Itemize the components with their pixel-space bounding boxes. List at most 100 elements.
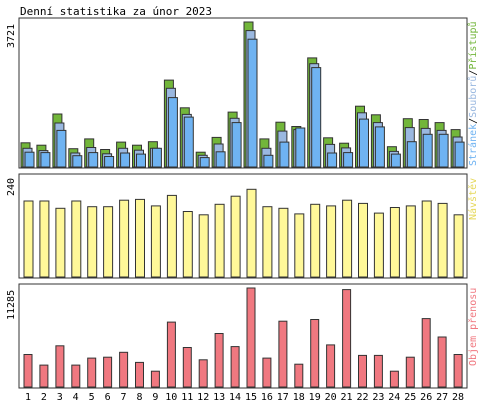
x-tick-label: 20 (325, 392, 337, 403)
x-tick-label: 16 (261, 392, 273, 403)
bar-stranek (40, 152, 51, 168)
bar-stranek (374, 126, 385, 168)
bar-navstev (294, 213, 305, 278)
chart-title: Denní statistika za únor 2023 (20, 5, 212, 18)
bar-stranek (199, 157, 210, 168)
bar-objem (453, 354, 463, 388)
legend-stranek: Stránek (467, 124, 479, 166)
bar-stranek (279, 141, 290, 168)
hits-legend: Stránek/Souborů/Přístupů (467, 21, 479, 166)
hits-axis-max: 3721 (6, 24, 17, 48)
bar-objem (55, 345, 65, 388)
bar-objem (358, 354, 367, 388)
bar-stranek (263, 154, 274, 168)
bar-stranek (88, 152, 99, 168)
bar-objem (278, 320, 288, 388)
bar-navstev (373, 212, 384, 278)
bar-objem (437, 336, 447, 388)
legend-souboru: Souborů (467, 76, 479, 118)
bar-navstev (71, 200, 82, 278)
bar-objem (326, 344, 336, 388)
bar-navstev (453, 214, 464, 278)
bar-navstev (326, 205, 337, 278)
bar-objem (405, 356, 415, 388)
bar-stranek (136, 153, 146, 168)
x-tick-label: 27 (436, 392, 448, 403)
bar-objem (182, 347, 192, 388)
bar-objem (294, 363, 304, 388)
x-tick-label: 15 (245, 392, 257, 403)
x-tick-label: 13 (213, 392, 225, 403)
x-tick-label: 1 (25, 392, 31, 403)
bar-stranek (215, 151, 226, 168)
bar-stranek (327, 152, 338, 168)
bar-objem (23, 354, 33, 388)
bar-stranek (390, 153, 401, 168)
x-tick-label: 25 (404, 392, 416, 403)
bar-stranek (56, 129, 67, 168)
bar-objem (166, 321, 176, 388)
bar-navstev (135, 198, 145, 278)
bar-stranek (359, 118, 369, 168)
bar-objem (389, 370, 399, 388)
x-tick-label: 6 (105, 392, 111, 403)
bar-stranek (295, 127, 306, 168)
bar-navstev (262, 206, 273, 278)
x-tick-label: 10 (165, 392, 177, 403)
bar-navstev (103, 206, 114, 278)
x-tick-label: 7 (120, 392, 126, 403)
bar-stranek (24, 151, 35, 168)
x-tick-label: 14 (229, 392, 241, 403)
bar-stranek (72, 155, 83, 168)
x-tick-label: 19 (309, 392, 321, 403)
x-tick-label: 11 (181, 392, 193, 403)
bar-stranek (343, 152, 354, 168)
visits-legend: Návštěv (467, 178, 479, 220)
bar-navstev (342, 199, 353, 278)
bar-stranek (231, 122, 242, 168)
bar-navstev (119, 199, 130, 278)
visits-axis-max: 240 (6, 178, 17, 196)
bar-stranek (311, 67, 322, 168)
bar-navstev (214, 203, 225, 278)
x-tick-label: 21 (340, 392, 352, 403)
bar-navstev (39, 200, 50, 278)
bar-objem (310, 319, 320, 388)
legend-pristupu: Přístupů (467, 21, 479, 69)
bar-navstev (278, 207, 289, 278)
bar-navstev (182, 211, 193, 278)
bar-stranek (167, 97, 178, 168)
bar-navstev (421, 200, 432, 278)
x-tick-label: 12 (197, 392, 209, 403)
legend-separator-2: / (468, 70, 479, 76)
bar-objem (119, 351, 129, 388)
x-tick-label: 2 (41, 392, 47, 403)
bar-objem (246, 287, 256, 388)
bar-navstev (230, 195, 241, 278)
bar-objem (198, 359, 208, 388)
bar-navstev (437, 202, 448, 278)
bar-navstev (55, 207, 66, 278)
bar-objem (214, 333, 224, 388)
x-tick-label: 8 (136, 392, 142, 403)
bar-stranek (151, 147, 162, 168)
bar-objem (262, 357, 272, 388)
bar-stranek (183, 116, 194, 168)
bar-navstev (150, 205, 161, 278)
bar-objem (135, 361, 144, 388)
bar-stranek (406, 141, 417, 168)
bar-navstev (87, 206, 98, 278)
x-tick-label: 22 (356, 392, 368, 403)
bar-navstev (389, 207, 400, 278)
bar-objem (421, 318, 431, 388)
bar-objem (103, 356, 113, 388)
volume-legend: Objem přenosu (467, 288, 479, 366)
bar-navstev (310, 203, 321, 278)
x-tick-label: 23 (372, 392, 384, 403)
x-tick-label: 24 (388, 392, 400, 403)
bar-stranek (438, 133, 449, 168)
bar-stranek (247, 38, 258, 168)
hits-bars (20, 21, 465, 168)
bar-navstev (23, 200, 34, 278)
